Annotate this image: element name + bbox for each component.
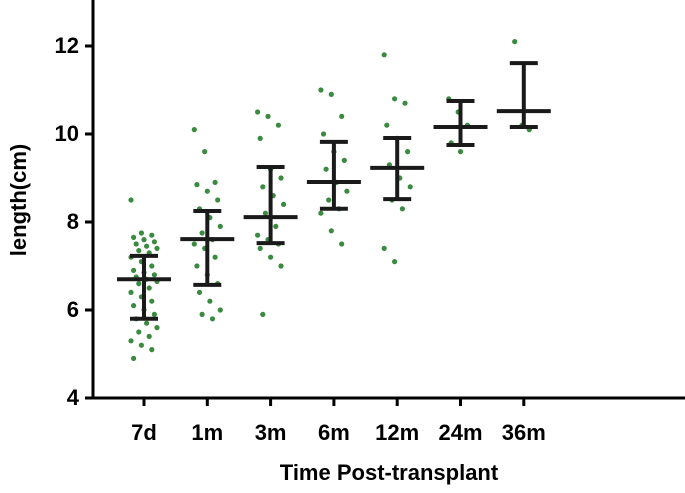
data-point bbox=[131, 355, 137, 361]
data-point bbox=[128, 338, 134, 344]
data-point bbox=[381, 245, 387, 251]
data-point bbox=[255, 109, 261, 115]
data-point bbox=[209, 316, 216, 322]
data-point bbox=[326, 197, 332, 203]
data-point bbox=[512, 39, 518, 45]
data-point bbox=[144, 320, 150, 326]
data-point bbox=[194, 182, 200, 188]
data-point bbox=[278, 175, 284, 181]
data-point bbox=[318, 210, 324, 216]
data-point bbox=[278, 263, 284, 269]
y-tick-label: 10 bbox=[55, 121, 79, 146]
data-point bbox=[194, 263, 200, 269]
x-axis-label: Time Post-transplant bbox=[280, 460, 499, 485]
data-point bbox=[281, 201, 287, 207]
y-axis-label: length(cm) bbox=[6, 144, 31, 256]
data-point bbox=[196, 289, 203, 295]
data-point bbox=[399, 206, 405, 212]
data-point bbox=[146, 285, 152, 291]
data-point bbox=[138, 230, 144, 236]
data-point bbox=[339, 241, 345, 247]
data-point bbox=[260, 311, 266, 317]
data-point bbox=[199, 230, 205, 236]
data-point bbox=[191, 127, 197, 133]
data-point bbox=[265, 113, 271, 119]
data-point bbox=[212, 254, 218, 260]
data-point bbox=[154, 245, 160, 251]
x-tick-label: 1m bbox=[191, 420, 223, 445]
data-point bbox=[154, 325, 160, 331]
data-point bbox=[202, 149, 208, 155]
x-tick-label: 24m bbox=[438, 420, 482, 445]
y-tick-label: 6 bbox=[67, 297, 79, 322]
data-point bbox=[136, 281, 142, 287]
data-point bbox=[191, 241, 197, 247]
data-point bbox=[149, 263, 155, 269]
data-point bbox=[133, 241, 139, 247]
data-point bbox=[136, 248, 142, 254]
y-tick-label: 12 bbox=[55, 33, 79, 58]
data-point bbox=[149, 298, 155, 304]
data-point bbox=[146, 333, 152, 339]
data-point bbox=[138, 342, 144, 348]
data-point bbox=[381, 52, 387, 58]
data-point bbox=[344, 188, 350, 194]
y-tick-label: 8 bbox=[67, 209, 79, 234]
data-point bbox=[149, 232, 155, 238]
data-point bbox=[341, 157, 347, 163]
data-point bbox=[407, 184, 413, 190]
data-point bbox=[323, 166, 329, 172]
data-point bbox=[215, 197, 221, 203]
x-tick-label: 36m bbox=[502, 420, 546, 445]
data-point bbox=[392, 259, 398, 265]
data-point bbox=[199, 311, 205, 317]
data-point bbox=[457, 149, 464, 155]
data-point bbox=[405, 149, 411, 155]
data-point bbox=[212, 179, 218, 185]
data-point bbox=[328, 91, 334, 97]
data-point bbox=[204, 188, 210, 194]
data-point bbox=[151, 272, 157, 278]
x-tick-label: 3m bbox=[255, 420, 287, 445]
data-point bbox=[273, 223, 279, 229]
data-point bbox=[128, 289, 134, 295]
data-point bbox=[268, 254, 274, 260]
data-point bbox=[260, 184, 266, 190]
data-point bbox=[217, 223, 223, 229]
data-point bbox=[131, 267, 137, 273]
data-point bbox=[392, 96, 398, 102]
data-point bbox=[257, 245, 263, 251]
x-tick-label: 12m bbox=[375, 420, 419, 445]
data-point bbox=[320, 131, 327, 137]
data-point bbox=[207, 298, 213, 304]
data-point bbox=[255, 232, 261, 238]
data-point bbox=[318, 87, 324, 93]
data-point bbox=[257, 135, 263, 141]
data-point bbox=[131, 303, 137, 309]
data-point bbox=[339, 113, 345, 119]
data-point bbox=[151, 239, 157, 245]
x-tick-label: 6m bbox=[318, 420, 350, 445]
data-point bbox=[149, 347, 155, 353]
data-point bbox=[402, 100, 408, 106]
data-point bbox=[217, 307, 223, 313]
data-point bbox=[131, 234, 137, 240]
y-tick-label: 4 bbox=[67, 385, 80, 410]
data-point bbox=[262, 210, 268, 216]
data-point bbox=[136, 329, 142, 335]
data-point bbox=[141, 237, 147, 243]
data-point bbox=[275, 122, 281, 128]
data-point bbox=[144, 243, 150, 249]
data-point bbox=[151, 311, 157, 317]
x-tick-label: 7d bbox=[131, 420, 157, 445]
data-point bbox=[328, 228, 334, 234]
data-point bbox=[128, 197, 134, 203]
data-point bbox=[384, 122, 390, 128]
